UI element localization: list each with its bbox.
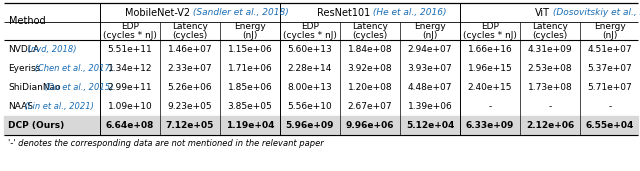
Text: 5.12e+04: 5.12e+04 [406,121,454,130]
Text: 2.94e+07: 2.94e+07 [408,45,452,54]
Text: 3.92e+08: 3.92e+08 [348,64,392,73]
Text: -: - [548,102,552,111]
Text: (nvd, 2018): (nvd, 2018) [25,45,76,54]
Text: 5.96e+09: 5.96e+09 [285,121,334,130]
Text: 4.31e+09: 4.31e+09 [528,45,572,54]
Text: ViT: ViT [535,8,550,17]
Text: Method: Method [9,16,45,27]
Text: 2.67e+07: 2.67e+07 [348,102,392,111]
Text: (cycles * nJ): (cycles * nJ) [103,31,157,40]
Text: 5.60e+13: 5.60e+13 [287,45,332,54]
Text: (Dosovitskiy et al., 2020): (Dosovitskiy et al., 2020) [550,8,640,17]
Text: EDP: EDP [301,22,319,31]
Text: Eyeriss: Eyeriss [8,64,40,73]
Text: 1.46e+07: 1.46e+07 [168,45,212,54]
Text: 5.56e+10: 5.56e+10 [287,102,332,111]
Text: 4.51e+07: 4.51e+07 [588,45,632,54]
Text: Latency: Latency [352,22,388,31]
Text: 5.26e+06: 5.26e+06 [168,83,212,92]
Text: Energy: Energy [594,22,626,31]
Text: 5.37e+07: 5.37e+07 [588,64,632,73]
Text: (Lin et al., 2021): (Lin et al., 2021) [22,102,93,111]
Text: Energy: Energy [414,22,446,31]
Text: 1.34e+12: 1.34e+12 [108,64,152,73]
Text: 6.64e+08: 6.64e+08 [106,121,154,130]
Text: 3.85e+05: 3.85e+05 [228,102,273,111]
Text: (Chen et al., 2017): (Chen et al., 2017) [31,64,113,73]
Text: 2.33e+07: 2.33e+07 [168,64,212,73]
Text: 4.48e+07: 4.48e+07 [408,83,452,92]
Text: (Sandler et al., 2018): (Sandler et al., 2018) [190,8,289,17]
Text: 7.12e+05: 7.12e+05 [166,121,214,130]
Text: 5.71e+07: 5.71e+07 [588,83,632,92]
Text: (nJ): (nJ) [243,31,258,40]
Text: 1.73e+08: 1.73e+08 [527,83,572,92]
Text: ResNet101: ResNet101 [317,8,370,17]
Text: 1.09e+10: 1.09e+10 [108,102,152,111]
Text: (nJ): (nJ) [422,31,438,40]
Text: (cycles): (cycles) [532,31,568,40]
Text: (He et al., 2016): (He et al., 2016) [370,8,447,17]
Text: 1.39e+06: 1.39e+06 [408,102,452,111]
Text: 1.66e+16: 1.66e+16 [468,45,513,54]
Bar [4,116,638,135]
Text: (cycles): (cycles) [353,31,388,40]
Text: 6.33e+09: 6.33e+09 [466,121,514,130]
Text: 6.55e+04: 6.55e+04 [586,121,634,130]
Text: 1.71e+06: 1.71e+06 [228,64,273,73]
Text: 2.12e+06: 2.12e+06 [526,121,574,130]
Text: ShiDianNao: ShiDianNao [8,83,61,92]
Text: 3.93e+07: 3.93e+07 [408,64,452,73]
Text: 9.23e+05: 9.23e+05 [168,102,212,111]
Text: EDP: EDP [481,22,499,31]
Text: EDP: EDP [121,22,139,31]
Text: -: - [609,102,612,111]
Text: (cycles * nJ): (cycles * nJ) [283,31,337,40]
Text: Energy: Energy [234,22,266,31]
Text: Latency: Latency [532,22,568,31]
Text: (cycles * nJ): (cycles * nJ) [463,31,517,40]
Text: 2.28e+14: 2.28e+14 [288,64,332,73]
Text: DCP (Ours): DCP (Ours) [8,121,64,130]
Text: (cycles): (cycles) [172,31,207,40]
Text: 8.00e+13: 8.00e+13 [287,83,332,92]
Text: NVDLA: NVDLA [8,45,39,54]
Text: 1.84e+08: 1.84e+08 [348,45,392,54]
Text: (nJ): (nJ) [602,31,618,40]
Text: 2.99e+11: 2.99e+11 [108,83,152,92]
Text: 5.51e+11: 5.51e+11 [108,45,152,54]
Text: 2.40e+15: 2.40e+15 [468,83,512,92]
Text: MobileNet-V2: MobileNet-V2 [125,8,190,17]
Text: (Du et al., 2015): (Du et al., 2015) [42,83,113,92]
Text: -: - [488,102,492,111]
Text: 1.19e+04: 1.19e+04 [226,121,275,130]
Text: 2.53e+08: 2.53e+08 [528,64,572,73]
Text: NAAS: NAAS [8,102,33,111]
Text: '-' denotes the corresponding data are not mentioned in the relevant paper: '-' denotes the corresponding data are n… [8,140,324,148]
Text: Latency: Latency [172,22,208,31]
Text: 1.96e+15: 1.96e+15 [468,64,513,73]
Text: 9.96e+06: 9.96e+06 [346,121,394,130]
Text: 1.85e+06: 1.85e+06 [228,83,273,92]
Text: 1.15e+06: 1.15e+06 [228,45,273,54]
Text: 1.20e+08: 1.20e+08 [348,83,392,92]
